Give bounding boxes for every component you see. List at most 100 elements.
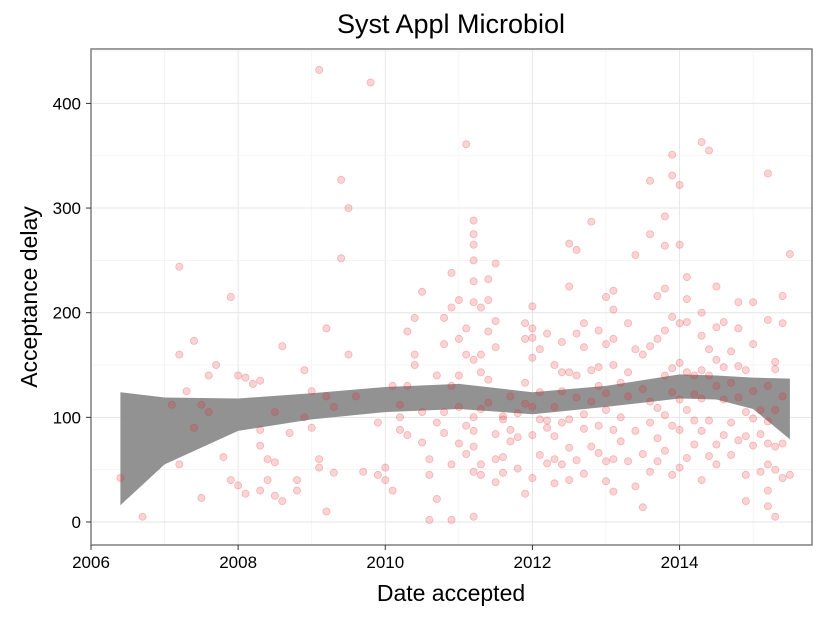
data-point (602, 340, 611, 349)
data-point (727, 418, 736, 427)
data-point (653, 403, 662, 412)
data-point (609, 360, 618, 369)
data-point (616, 437, 625, 446)
data-point (484, 327, 493, 336)
data-point (697, 476, 706, 485)
data-point (785, 250, 794, 259)
data-point (447, 303, 456, 312)
data-point (484, 375, 493, 384)
data-point (587, 442, 596, 451)
data-point (344, 204, 353, 213)
data-point (572, 245, 581, 254)
data-point (771, 465, 780, 474)
data-point (602, 405, 611, 414)
data-point (778, 291, 787, 300)
data-point (712, 381, 721, 390)
data-point (469, 512, 478, 521)
data-point (638, 503, 647, 512)
data-point (476, 470, 485, 479)
data-point (712, 355, 721, 364)
scatter-points (116, 65, 794, 524)
data-point (256, 376, 265, 385)
smooth-band-layer (120, 374, 790, 506)
data-point (381, 476, 390, 485)
data-point (682, 295, 691, 304)
data-point (388, 486, 397, 495)
data-point (579, 319, 588, 328)
data-point (278, 497, 287, 506)
y-tick-label: 100 (53, 408, 81, 427)
data-point (741, 408, 750, 417)
data-point (454, 296, 463, 305)
data-point (675, 395, 684, 404)
data-point (491, 317, 500, 326)
data-point (432, 418, 441, 427)
data-point (741, 470, 750, 479)
data-point (292, 476, 301, 485)
data-point (682, 273, 691, 282)
data-point (212, 360, 221, 369)
data-point (587, 397, 596, 406)
y-tick-label: 400 (53, 94, 81, 113)
data-point (292, 486, 301, 495)
data-point (712, 440, 721, 449)
data-point (315, 455, 324, 464)
data-point (116, 473, 125, 482)
data-point (646, 397, 655, 406)
data-point (248, 379, 257, 388)
data-point (660, 411, 669, 420)
data-point (241, 489, 250, 498)
data-point (256, 486, 265, 495)
data-point (241, 373, 250, 382)
data-point (756, 467, 765, 476)
x-tick-label: 2014 (661, 553, 699, 572)
data-point (646, 418, 655, 427)
data-point (631, 482, 640, 491)
data-point (447, 515, 456, 524)
data-point (631, 345, 640, 354)
data-point (668, 470, 677, 479)
data-point (270, 458, 279, 467)
data-point (329, 402, 338, 411)
data-point (749, 387, 758, 396)
data-point (521, 334, 530, 343)
data-point (197, 493, 206, 502)
data-point (403, 327, 412, 336)
data-point (403, 381, 412, 390)
data-point (594, 448, 603, 457)
data-point (602, 292, 611, 301)
data-point (425, 470, 434, 479)
data-point (653, 334, 662, 343)
data-point (690, 390, 699, 399)
data-point (668, 388, 677, 397)
data-point (594, 381, 603, 390)
data-point (734, 362, 743, 371)
data-point (410, 350, 419, 359)
data-point (469, 442, 478, 451)
data-point (712, 460, 721, 469)
data-point (543, 459, 552, 468)
data-point (307, 423, 316, 432)
data-point (624, 368, 633, 377)
data-point (638, 449, 647, 458)
data-point (587, 366, 596, 375)
data-point (351, 392, 360, 401)
data-point (557, 418, 566, 427)
data-point (609, 425, 618, 434)
data-point (741, 366, 750, 375)
data-point (197, 400, 206, 409)
data-point (646, 230, 655, 239)
data-point (609, 334, 618, 343)
data-point (476, 404, 485, 413)
data-point (226, 476, 235, 485)
data-point (675, 425, 684, 434)
data-point (550, 360, 559, 369)
data-point (491, 343, 500, 352)
data-point (697, 426, 706, 435)
data-point (734, 393, 743, 402)
data-point (513, 433, 522, 442)
data-point (167, 400, 176, 409)
data-point (653, 457, 662, 466)
data-point (219, 453, 228, 462)
data-point (771, 442, 780, 451)
